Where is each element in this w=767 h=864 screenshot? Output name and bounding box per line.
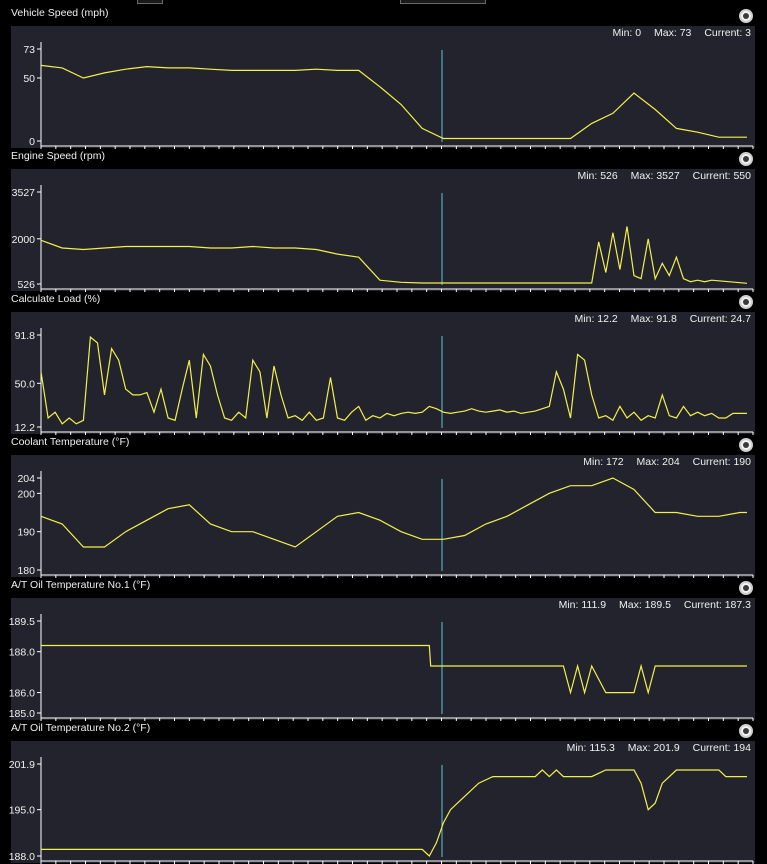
y-tick-label: 91.8 bbox=[15, 330, 36, 342]
y-tick-label: 201.9 bbox=[9, 759, 35, 771]
series-line bbox=[40, 335, 747, 425]
panel-at-oil-temperature-2: A/T Oil Temperature No.2 (°F) 201.9 195.0… bbox=[0, 721, 767, 864]
line-chart: 201.9 195.0 188.0 bbox=[9, 757, 754, 864]
max-value: Max: 204 bbox=[636, 456, 680, 468]
chart-area: 3527 2000 526 Min: 526 Max: 3527 Current: … bbox=[11, 169, 755, 292]
chart-area: 91.8 50.0 12.2 Min: 12.2 Max: 91.8 Current… bbox=[11, 312, 755, 435]
panel-title: Calculate Load (%) bbox=[11, 293, 101, 305]
y-tick-label: 200 bbox=[17, 488, 35, 500]
y-tick-label: 3527 bbox=[12, 187, 36, 199]
min-value: Min: 0 bbox=[612, 27, 642, 39]
panel-calculate-load: Calculate Load (%) 91.8 50.0 12.2 Min: 12.… bbox=[0, 292, 767, 435]
series-line bbox=[41, 644, 747, 695]
min-value: Min: 115.3 bbox=[566, 742, 615, 754]
panel-options-icon[interactable] bbox=[739, 581, 753, 595]
current-value: Current: 190 bbox=[692, 456, 751, 468]
y-tick-label: 526 bbox=[17, 279, 35, 291]
panel-title: Engine Speed (rpm) bbox=[11, 150, 105, 162]
chart-area: 204 200 190 180 Min: 172 Max: 204 Current: … bbox=[11, 455, 755, 578]
y-tick-label: 185.0 bbox=[9, 708, 35, 720]
current-value: Current: 550 bbox=[692, 170, 751, 182]
y-tick-label: 188.0 bbox=[9, 851, 35, 863]
panel-options-icon[interactable] bbox=[739, 9, 753, 23]
y-tick-label: 50.0 bbox=[15, 378, 36, 390]
max-value: Max: 201.9 bbox=[627, 742, 680, 754]
y-tick-label: 190 bbox=[17, 527, 35, 539]
y-tick-label: 180 bbox=[17, 565, 35, 577]
max-value: Max: 73 bbox=[654, 27, 692, 39]
series-line bbox=[40, 226, 748, 284]
chart-area: 73 50 0 Min: 0 Max: 73 Current: 3 bbox=[11, 26, 755, 149]
current-value: Current: 24.7 bbox=[689, 313, 751, 325]
y-tick-label: 195.0 bbox=[9, 805, 35, 817]
panel-options-icon[interactable] bbox=[739, 724, 753, 738]
top-control-right[interactable] bbox=[400, 0, 486, 4]
y-tick-label: 189.5 bbox=[9, 616, 35, 628]
series-line bbox=[40, 64, 747, 140]
panel-coolant-temperature: Coolant Temperature (°F) 204 200 190 180 Mi… bbox=[0, 435, 767, 578]
y-tick-label: 0 bbox=[29, 136, 35, 148]
stats: Min: 526 Max: 3527 Current: 550 bbox=[567, 170, 751, 182]
min-value: Min: 12.2 bbox=[574, 313, 618, 325]
panel-title: Vehicle Speed (mph) bbox=[11, 7, 109, 19]
max-value: Max: 189.5 bbox=[619, 599, 671, 611]
panel-options-icon[interactable] bbox=[739, 152, 753, 166]
panel-engine-speed: Engine Speed (rpm) 3527 2000 526 Min: 526 … bbox=[0, 149, 767, 292]
stats: Min: 172 Max: 204 Current: 190 bbox=[573, 456, 751, 468]
line-chart: 73 50 0 bbox=[23, 42, 754, 149]
series-line bbox=[40, 477, 747, 548]
stats: Min: 0 Max: 73 Current: 3 bbox=[603, 27, 751, 39]
current-value: Current: 194 bbox=[692, 742, 751, 754]
min-value: Min: 111.9 bbox=[558, 599, 607, 611]
y-tick-label: 12.2 bbox=[15, 422, 36, 434]
panel-title: Coolant Temperature (°F) bbox=[11, 436, 130, 448]
min-value: Min: 172 bbox=[583, 456, 624, 468]
stats: Min: 12.2 Max: 91.8 Current: 24.7 bbox=[565, 313, 751, 325]
min-value: Min: 526 bbox=[577, 170, 618, 182]
stats: Min: 115.3 Max: 201.9 Current: 194 bbox=[557, 742, 751, 754]
chart-area: 189.5 188.0 186.0 185.0 Min: 111.9 Max: 189… bbox=[9, 598, 755, 721]
y-tick-label: 73 bbox=[23, 44, 35, 56]
line-chart: 91.8 50.0 12.2 bbox=[15, 328, 754, 435]
y-tick-label: 186.0 bbox=[9, 688, 35, 700]
y-tick-label: 204 bbox=[17, 473, 35, 485]
top-control-left[interactable] bbox=[137, 0, 163, 4]
current-value: Current: 3 bbox=[704, 27, 751, 39]
current-value: Current: 187.3 bbox=[683, 599, 751, 611]
y-tick-label: 188.0 bbox=[9, 647, 35, 659]
y-tick-label: 50 bbox=[23, 73, 35, 85]
chart-area: 201.9 195.0 188.0 Min: 115.3 Max: 201.9 Cu… bbox=[9, 741, 755, 864]
line-chart: 3527 2000 526 bbox=[12, 185, 754, 292]
max-value: Max: 3527 bbox=[630, 170, 680, 182]
line-chart: 189.5 188.0 186.0 185.0 bbox=[9, 614, 754, 721]
series-line bbox=[41, 769, 747, 857]
panel-options-icon[interactable] bbox=[739, 438, 753, 452]
panel-title: A/T Oil Temperature No.1 (°F) bbox=[11, 579, 151, 591]
y-tick-label: 2000 bbox=[12, 234, 36, 246]
stats: Min: 111.9 Max: 189.5 Current: 187.3 bbox=[549, 599, 751, 611]
panel-title: A/T Oil Temperature No.2 (°F) bbox=[11, 722, 151, 734]
panel-vehicle-speed: Vehicle Speed (mph) 73 50 0 Min: 0 Max: 73… bbox=[0, 6, 767, 149]
panel-options-icon[interactable] bbox=[739, 295, 753, 309]
max-value: Max: 91.8 bbox=[630, 313, 677, 325]
panel-at-oil-temperature-1: A/T Oil Temperature No.1 (°F) 189.5 188.0… bbox=[0, 578, 767, 721]
line-chart: 204 200 190 180 bbox=[17, 471, 754, 578]
